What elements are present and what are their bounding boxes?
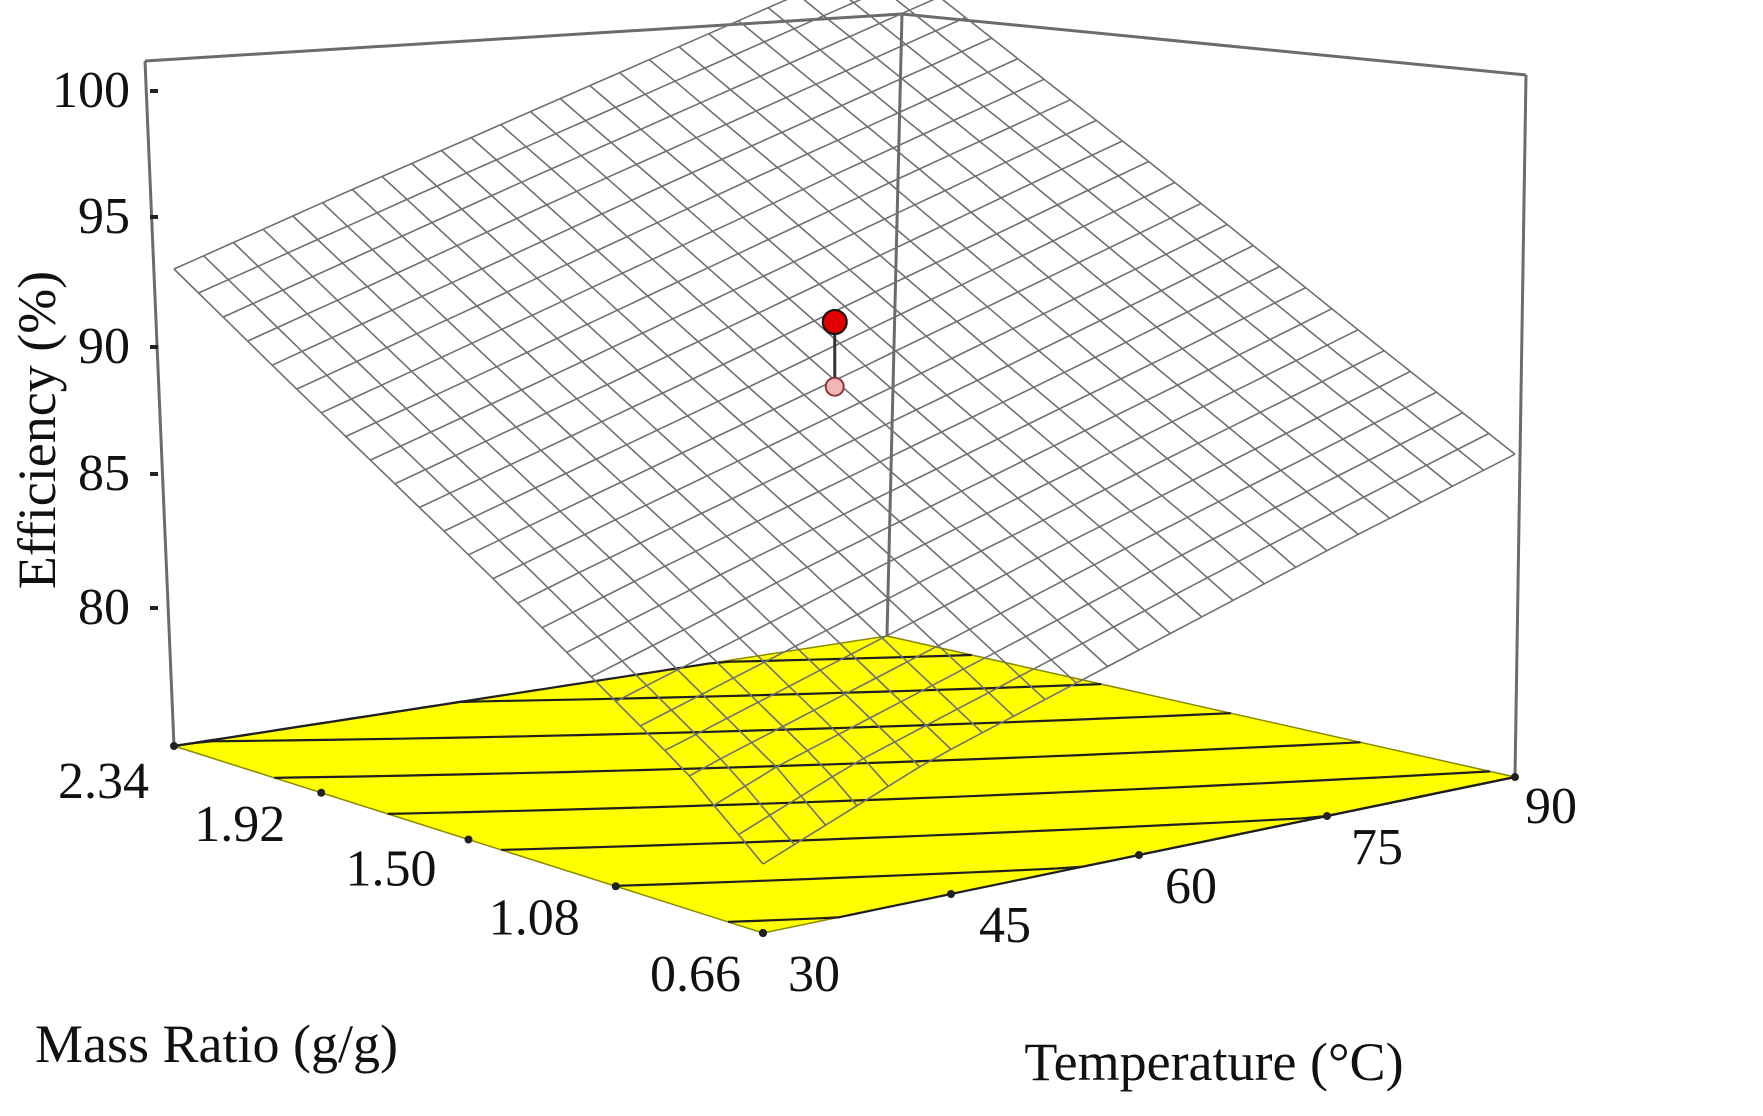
floor-contour-line xyxy=(501,775,1516,851)
surface-grid-line xyxy=(419,160,1150,509)
z-tick-label: 95 xyxy=(78,188,130,245)
temperature-tick-label: 45 xyxy=(979,897,1031,954)
mass-ratio-tick-mark xyxy=(611,882,620,891)
top-back-frame xyxy=(144,12,1527,77)
surface-grid-line xyxy=(296,57,1019,390)
mass-ratio-tick-label: 1.08 xyxy=(489,889,580,946)
temperature-tick-mark xyxy=(1135,851,1143,859)
surface-grid-line xyxy=(271,37,993,366)
mass-ratio-tick-mark xyxy=(317,788,326,797)
floor-contour-line xyxy=(173,653,972,748)
surface-grid-line xyxy=(713,412,1464,806)
mass-ratio-tick-label: 1.50 xyxy=(346,841,437,898)
surface-grid-line xyxy=(517,244,1254,604)
surface-grid-line xyxy=(664,370,1411,752)
surface-grid-line xyxy=(411,162,1015,717)
surface-grid-line xyxy=(247,16,966,342)
surface-grid-line xyxy=(615,329,1359,703)
temperature-tick-label: 90 xyxy=(1525,778,1577,835)
surface-grid-line xyxy=(590,307,1333,678)
temperature-tick-label: 30 xyxy=(788,946,840,1003)
temperature-axis-label: Temperature (°C) xyxy=(1024,1032,1403,1092)
labels-layer: Efficiency (%) Mass Ratio (g/g) Temperatur… xyxy=(7,271,1404,1092)
floor-contour-line xyxy=(387,770,1491,815)
surface-grid-line xyxy=(541,265,1280,629)
points-layer xyxy=(821,309,848,397)
mesh-layer xyxy=(173,0,1516,865)
z-tick-label: 85 xyxy=(78,445,130,502)
temperature-tick-label: 75 xyxy=(1351,819,1403,876)
right-vertical-axis xyxy=(1513,74,1528,778)
temperature-tick-label: 60 xyxy=(1165,858,1217,915)
surface-grid-line xyxy=(689,391,1437,777)
predicted-point-marker xyxy=(821,309,848,335)
floor-contour-line xyxy=(173,712,1231,748)
surface-grid-line xyxy=(222,0,935,318)
surface-grid-line xyxy=(394,140,1123,485)
z-tick-label: 80 xyxy=(78,579,130,636)
surface-grid-line xyxy=(173,0,788,270)
z-axis-label: Efficiency (%) xyxy=(7,271,67,589)
temperature-tick-mark xyxy=(1323,812,1331,820)
left-vertical-axis xyxy=(143,60,176,747)
surface-grid-line xyxy=(738,432,1490,836)
surface-grid-line xyxy=(762,453,1516,865)
temperature-tick-mark xyxy=(1511,773,1519,781)
mass-ratio-tick-label: 0.66 xyxy=(650,946,741,1003)
z-tick-label: 90 xyxy=(78,318,130,375)
mass-ratio-tick-mark xyxy=(170,742,178,750)
z-tick-label: 100 xyxy=(52,62,130,119)
surface-grid-line xyxy=(566,286,1307,654)
temperature-tick-mark xyxy=(947,890,955,898)
mass-ratio-axis-label: Mass Ratio (g/g) xyxy=(35,1014,398,1074)
surface-grid-line xyxy=(849,0,1453,487)
floor-layer xyxy=(173,635,1516,934)
mass-ratio-tick-label: 1.92 xyxy=(194,796,285,853)
surface-grid-line xyxy=(345,99,1071,438)
surface-grid-line xyxy=(320,78,1045,414)
floor-contour-line xyxy=(274,741,1361,779)
surface-grid-line xyxy=(369,119,1097,461)
surface-grid-line xyxy=(198,0,862,294)
back-vertical-axis xyxy=(885,13,904,637)
mass-ratio-tick-label: 2.34 xyxy=(58,753,149,810)
surface-grid-line xyxy=(443,181,1176,532)
temperature-tick-mark xyxy=(759,929,767,937)
surface-grid-line xyxy=(492,223,1228,580)
mass-ratio-tick-mark xyxy=(464,835,473,844)
ticks-layer: 80 85 90 95 100 0.66 1.08 1.50 1.92 2.34 30 45 60 75 9… xyxy=(52,62,1577,1003)
surface-grid-line xyxy=(941,0,1516,455)
surface-grid-line xyxy=(639,349,1385,727)
actual-point-marker xyxy=(824,376,845,397)
